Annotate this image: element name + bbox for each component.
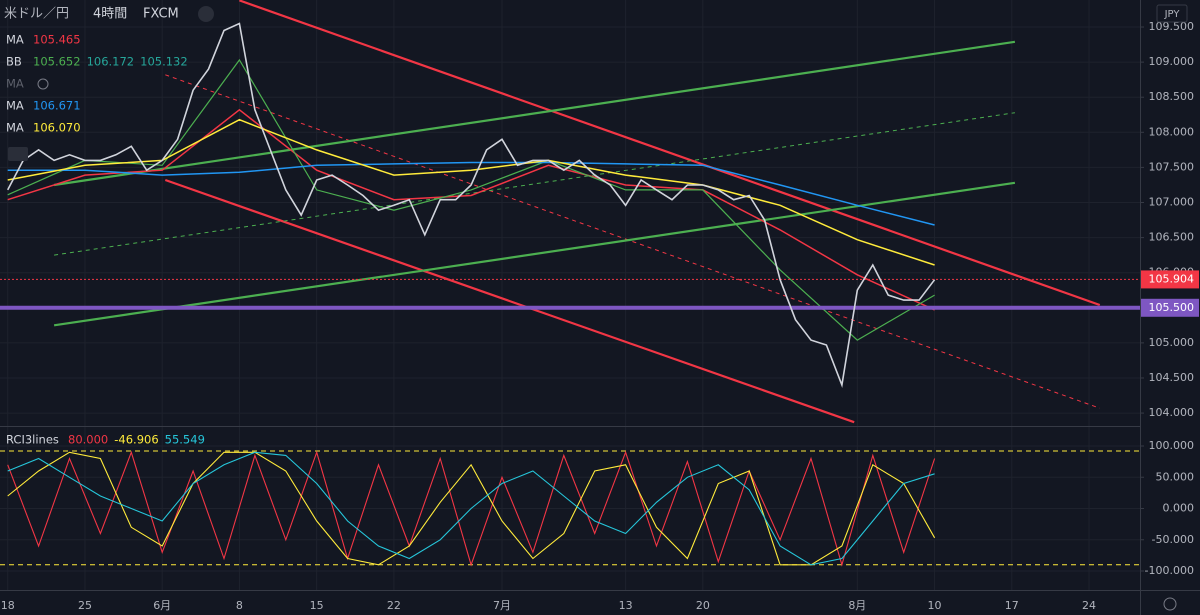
series-line xyxy=(7,451,936,566)
x-tick-label: 22 xyxy=(387,599,401,612)
legend-value: 106.070 xyxy=(33,121,81,135)
y-tick-label: 104.000 xyxy=(1149,406,1195,419)
legend-value: -46.906 xyxy=(114,433,158,447)
y-tick-label: 100.000 xyxy=(1149,439,1195,452)
legend-name: MA xyxy=(6,77,24,91)
legend-value: 80.000 xyxy=(68,433,108,447)
y-tick-label: -100.000 xyxy=(1145,564,1194,577)
symbol: 米ドル／円 xyxy=(4,7,69,22)
collapse-button[interactable] xyxy=(8,147,28,161)
trendline xyxy=(165,74,1100,409)
x-tick-label: 10 xyxy=(928,599,942,612)
menu-button[interactable] xyxy=(198,6,214,22)
trendline xyxy=(164,178,855,424)
legend-value: 106.671 xyxy=(33,99,81,113)
y-tick-label: 108.000 xyxy=(1149,125,1195,138)
rci-title: RCI3lines xyxy=(6,433,59,447)
hidden-icon xyxy=(37,78,49,90)
currency-box xyxy=(1156,4,1188,23)
legend-name: BB xyxy=(6,55,22,69)
trendline xyxy=(53,40,1016,187)
legend: 米ドル／円 4時間 FXCM JPY RCI3lines MA 105.465 BB… xyxy=(4,4,1188,611)
x-tick-label: 20 xyxy=(696,599,710,612)
currency: JPY xyxy=(1164,9,1181,20)
x-tick-label: 25 xyxy=(78,599,92,612)
interval: 4時間 xyxy=(93,7,127,22)
legend-name: MA xyxy=(6,33,24,47)
x-tick-label: 17 xyxy=(1005,599,1019,612)
series-line xyxy=(7,450,936,567)
legend-value: 105.465 xyxy=(33,33,81,47)
trendline xyxy=(53,181,1016,327)
x-tick-label: 15 xyxy=(310,599,324,612)
y-tick-label: 50.000 xyxy=(1156,470,1195,483)
y-tick-label: 104.500 xyxy=(1149,371,1195,384)
x-tick-label: 7月 xyxy=(493,599,511,612)
y-tick-label: 107.000 xyxy=(1149,195,1195,208)
x-tick-label: 6月 xyxy=(153,599,171,612)
x-tick-label: 8月 xyxy=(848,599,866,612)
x-tick-label: 18 xyxy=(1,599,15,612)
x-tick-label: 8 xyxy=(236,599,243,612)
y-tick-label: 109.000 xyxy=(1149,55,1195,68)
series-line xyxy=(6,22,936,389)
plot-layer xyxy=(0,0,1140,567)
legend-value: 105.652 xyxy=(33,55,81,69)
trendline xyxy=(239,0,1101,307)
indicator-line xyxy=(7,58,935,341)
price-label: 105.500 xyxy=(1149,301,1195,314)
trendline xyxy=(54,112,1015,256)
time-axis-bg xyxy=(0,590,1200,615)
x-tick-label: 24 xyxy=(1082,599,1096,612)
y-tick-label: 107.500 xyxy=(1149,160,1195,173)
y-tick-label: -50.000 xyxy=(1152,533,1194,546)
price-label-box xyxy=(1141,298,1199,317)
price-label: 105.904 xyxy=(1149,272,1195,285)
indicator-line xyxy=(7,108,935,311)
y-tick-label: 106.500 xyxy=(1149,231,1195,244)
x-tick-label: 13 xyxy=(619,599,633,612)
source: FXCM xyxy=(143,7,179,22)
settings-button[interactable] xyxy=(1163,597,1177,611)
y-tick-label: 0.000 xyxy=(1163,502,1195,515)
y-tick-label: 109.500 xyxy=(1149,20,1195,33)
axes-layer: 18 25 6月 8 15 22 7月 13 20 8月 10 17 24 104.000 104.500 1… xyxy=(1,20,1199,612)
legend-value: 106.172 xyxy=(87,55,135,69)
legend-value: 55.549 xyxy=(165,433,205,447)
legend-name: MA xyxy=(6,99,24,113)
series-line xyxy=(7,451,935,566)
legend-value: 105.132 xyxy=(140,55,188,69)
legend-name: MA xyxy=(6,121,24,135)
price-label-box xyxy=(1141,270,1199,289)
y-tick-label: 105.000 xyxy=(1149,336,1195,349)
y-tick-label: 108.500 xyxy=(1149,90,1195,103)
indicator-line xyxy=(7,161,935,226)
